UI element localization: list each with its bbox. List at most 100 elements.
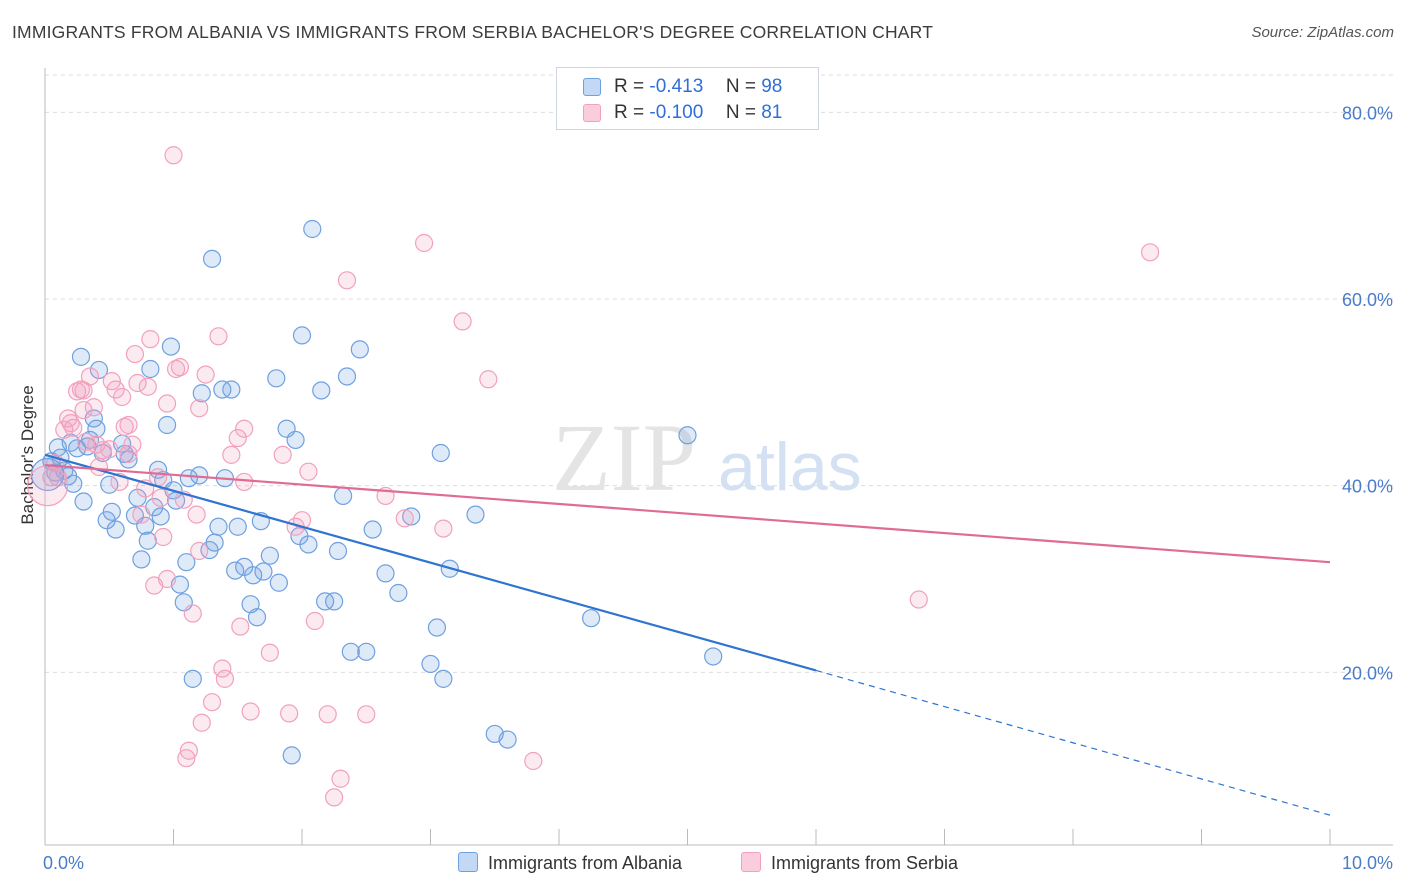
albania-trend-extension (815, 669, 1331, 816)
y-tick-label: 60.0% (1342, 290, 1393, 310)
albania-point (74, 492, 93, 511)
serbia-point (241, 702, 260, 721)
serbia-point (84, 398, 103, 417)
serbia-point (177, 749, 196, 768)
n-value: 81 (761, 102, 783, 123)
serbia-legend-label: Immigrants from Serbia (771, 853, 959, 873)
serbia-point (337, 271, 357, 290)
albania-point (269, 573, 288, 592)
y-tick-label: 80.0% (1342, 103, 1393, 123)
albania-point (350, 340, 369, 359)
albania-point (128, 488, 147, 507)
watermark: ZIP atlas (552, 404, 862, 511)
albania-point (328, 541, 348, 561)
albania-point (202, 249, 222, 268)
albania-point (179, 469, 199, 488)
albania-point (282, 746, 301, 765)
albania-point (334, 486, 353, 506)
albania-point (376, 564, 395, 583)
albania-point (498, 730, 517, 749)
serbia-point (157, 569, 177, 589)
bottom-legend-albania: Immigrants from Albania (458, 852, 682, 874)
serbia-point (434, 519, 453, 538)
albania-point (136, 516, 155, 535)
serbia-point (235, 472, 254, 492)
serbia-point (119, 415, 138, 435)
serbia-point (183, 604, 202, 623)
serbia-point (524, 751, 543, 771)
y-tick-labels: 20.0% 40.0% 60.0% 80.0% (1342, 103, 1393, 683)
serbia-point (106, 380, 125, 399)
albania-point (286, 430, 305, 450)
albania-point (337, 367, 357, 386)
albania-point (102, 502, 121, 521)
gridlines (45, 74, 1393, 673)
albania-point (312, 381, 331, 400)
stats-legend: R = -0.413 N = 98 R = -0.100 N = 81 (556, 67, 819, 130)
serbia-point (190, 399, 209, 418)
albania-point (87, 419, 106, 438)
albania-point (228, 517, 247, 536)
n-value: 98 (761, 76, 783, 97)
serbia-point (26, 465, 69, 507)
albania-point (89, 360, 109, 380)
albania-legend-label: Immigrants from Albania (488, 853, 683, 873)
serbia-point (100, 440, 119, 459)
albania-point (100, 475, 119, 494)
serbia-point (89, 457, 109, 477)
serbia-point (119, 444, 138, 464)
albania-point (64, 474, 83, 493)
albania-point (582, 609, 601, 628)
serbia-point (132, 505, 151, 524)
serbia-point (1140, 243, 1160, 262)
albania-point (267, 369, 286, 388)
serbia-swatch (583, 104, 601, 122)
x-tick-labels: 0.0% 10.0% (43, 853, 1393, 873)
serbia-point (42, 468, 61, 487)
albania-point (389, 583, 408, 603)
serbia-point (453, 312, 472, 331)
albania-point (161, 337, 181, 356)
serbia-point (64, 418, 83, 437)
r-label: R = (614, 102, 645, 123)
serbia-point (299, 462, 318, 481)
serbia-point (235, 419, 254, 438)
serbia-point (231, 617, 250, 636)
watermark-zip: ZIP (552, 404, 696, 511)
n-label: N = (725, 102, 756, 123)
albania-point (106, 520, 125, 539)
r-label: R = (614, 76, 645, 97)
serbia-point (102, 372, 121, 391)
serbia-point (125, 344, 145, 364)
albania-point (341, 642, 360, 661)
serbia-point (141, 330, 160, 349)
serbia-point (357, 705, 376, 724)
serbia-point (151, 488, 170, 507)
source-label: Source: ZipAtlas.com (1251, 24, 1394, 41)
albania-point (466, 505, 485, 524)
serbia-point (187, 505, 206, 524)
serbia-point (112, 387, 132, 407)
albania-point (402, 507, 421, 526)
serbia-point (154, 527, 173, 547)
albania-point (427, 618, 447, 637)
albania-point (138, 531, 157, 550)
albania-swatch (583, 78, 601, 96)
x-tick-label: 10.0% (1342, 853, 1393, 873)
albania-point (192, 384, 211, 403)
trend-lines (44, 453, 1331, 816)
albania-point (183, 669, 202, 688)
serbia-point (414, 233, 434, 253)
y-tick-label: 40.0% (1342, 477, 1393, 497)
albania-point (244, 566, 263, 585)
albania-point (678, 426, 697, 445)
serbia-point (138, 377, 157, 396)
serbia-point (202, 693, 222, 712)
serbia-point (77, 432, 96, 451)
albania-point (205, 533, 224, 552)
albania-point (260, 546, 279, 565)
r-value: -0.100 (649, 102, 704, 123)
albania-point (421, 654, 440, 674)
albania-point (71, 347, 91, 366)
serbia-point (479, 370, 498, 389)
